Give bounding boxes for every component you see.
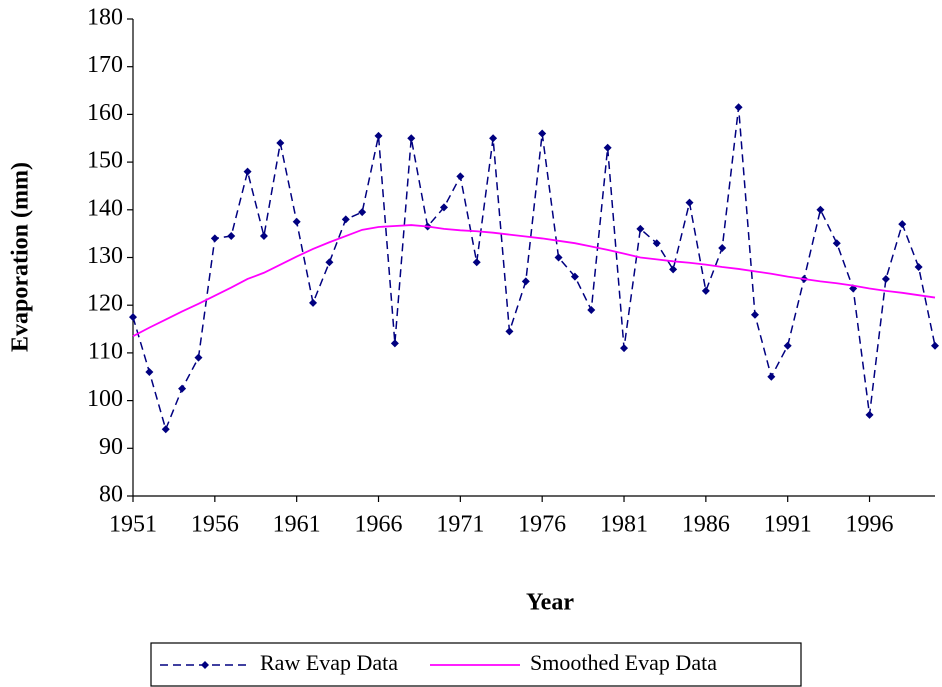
data-point — [865, 410, 874, 419]
y-tick-label: 80 — [99, 482, 123, 508]
y-axis-title: Evaporation (mm) — [8, 162, 34, 352]
data-point — [734, 103, 743, 112]
series-line — [132, 224, 936, 338]
x-tick-label: 1966 — [355, 512, 403, 538]
data-point — [832, 239, 841, 248]
data-point — [898, 220, 907, 229]
data-point — [816, 205, 825, 214]
data-point — [505, 327, 514, 336]
data-point — [931, 341, 939, 350]
data-point — [178, 384, 187, 393]
series-line — [132, 107, 936, 432]
data-point — [914, 263, 923, 272]
y-tick-label: 90 — [99, 434, 123, 460]
data-point — [669, 265, 678, 274]
data-point — [129, 313, 137, 322]
data-point — [603, 143, 612, 152]
x-tick-label: 1951 — [109, 512, 157, 538]
data-point — [538, 129, 547, 138]
y-tick-label: 140 — [87, 195, 123, 221]
y-tick-label: 170 — [87, 52, 123, 78]
legend-marker — [201, 661, 209, 669]
data-point — [374, 131, 383, 140]
x-tick-label: 1961 — [273, 512, 321, 538]
x-tick-label: 1996 — [846, 512, 894, 538]
data-point — [210, 234, 219, 243]
y-tick-label: 160 — [87, 100, 123, 126]
data-point — [767, 372, 776, 381]
data-point — [652, 239, 661, 248]
data-point — [636, 224, 645, 233]
legend-label: Smoothed Evap Data — [530, 650, 717, 675]
x-tick-label: 1986 — [682, 512, 730, 538]
data-point — [325, 258, 334, 267]
legend-label: Raw Evap Data — [260, 650, 398, 675]
data-point — [620, 344, 629, 353]
x-tick-label: 1956 — [191, 512, 239, 538]
data-point — [259, 232, 268, 241]
x-axis-title: Year — [526, 590, 574, 616]
data-point — [587, 305, 596, 314]
data-point — [489, 134, 498, 143]
data-point — [292, 217, 301, 226]
data-point — [456, 172, 465, 181]
y-tick-label: 180 — [87, 5, 123, 31]
data-point — [881, 274, 890, 283]
data-point — [161, 425, 170, 434]
data-point — [358, 208, 367, 217]
y-tick-label: 110 — [88, 338, 123, 364]
data-point — [701, 286, 710, 295]
data-point — [554, 253, 563, 262]
data-point — [472, 258, 481, 267]
x-tick-label: 1971 — [436, 512, 484, 538]
data-point — [341, 215, 350, 224]
y-tick-label: 120 — [87, 291, 123, 317]
y-tick-label: 100 — [87, 386, 123, 412]
data-point — [145, 367, 154, 376]
data-point — [439, 203, 448, 212]
x-tick-label: 1976 — [518, 512, 566, 538]
y-tick-label: 150 — [87, 148, 123, 174]
data-point — [783, 341, 792, 350]
x-tick-label: 1981 — [600, 512, 648, 538]
data-point — [276, 139, 285, 148]
data-point — [570, 272, 579, 281]
data-point — [718, 243, 727, 252]
x-tick-label: 1991 — [764, 512, 812, 538]
data-point — [390, 339, 399, 348]
data-point — [243, 167, 252, 176]
data-point — [309, 298, 318, 307]
data-point — [750, 310, 759, 319]
data-point — [407, 134, 416, 143]
data-point — [227, 232, 236, 241]
data-point — [685, 198, 694, 207]
y-tick-label: 130 — [87, 243, 123, 269]
data-point — [521, 277, 530, 286]
data-point — [194, 353, 203, 362]
